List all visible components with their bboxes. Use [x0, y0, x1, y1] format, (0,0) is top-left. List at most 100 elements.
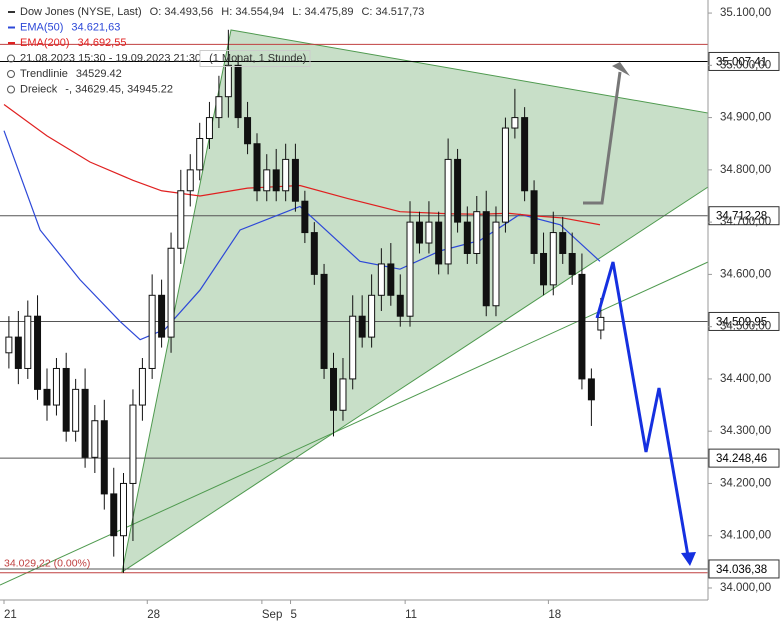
- candle-body: [349, 315, 357, 380]
- candle-body: [224, 64, 232, 98]
- legend-text: 34.692,55: [78, 37, 127, 49]
- candle-body: [138, 367, 146, 406]
- drawing-layer: [0, 29, 709, 586]
- level-label: 34.248,46: [716, 453, 767, 465]
- level-label: 35.007,41: [716, 56, 767, 68]
- candle-body: [339, 378, 347, 411]
- x-tick-label: 11: [405, 609, 417, 621]
- candle-body: [72, 388, 80, 432]
- legend-text: O: 34.493,56: [150, 6, 214, 18]
- legend-text: Dow Jones (NYSE, Last): [20, 6, 142, 18]
- y-tick-label: 34.400,00: [720, 373, 771, 385]
- level-tag: 34.712,28: [708, 206, 780, 226]
- candle-body: [215, 96, 223, 119]
- legend-text: 34.621,63: [71, 21, 120, 33]
- candle-body: [501, 127, 509, 223]
- level-box: [708, 51, 780, 71]
- level-label: 34.712,28: [716, 211, 767, 223]
- legend-icon: [7, 54, 15, 63]
- candle-body: [100, 420, 108, 495]
- ema-line: [3, 104, 601, 226]
- candle-body: [34, 315, 42, 390]
- candle-body: [263, 169, 271, 192]
- y-tick-label: 34.300,00: [720, 425, 771, 437]
- legend-text: Trendlinie: [20, 68, 68, 80]
- x-tick-label: 21: [4, 609, 17, 621]
- candle-body: [234, 64, 242, 119]
- up-arrow: [583, 71, 622, 205]
- candle-body: [454, 158, 462, 223]
- candle-body: [473, 211, 481, 254]
- candle-body: [62, 367, 70, 432]
- candle-body: [167, 247, 175, 338]
- candle-body: [272, 169, 280, 192]
- candle-body: [91, 420, 99, 458]
- levels: 35.007,41 34.712,28 34.509,95 34.248,46 34.0…: [0, 43, 780, 579]
- candle-body: [129, 404, 137, 484]
- candle-body: [358, 315, 366, 338]
- candle-body: [492, 221, 500, 307]
- projection: [583, 62, 696, 566]
- candle-body: [110, 493, 118, 537]
- candle-body: [301, 200, 309, 234]
- candle-body: [196, 138, 204, 171]
- candle-body: [377, 263, 385, 296]
- candle-body: [530, 190, 538, 254]
- x-tick-label: 18: [548, 609, 561, 621]
- level-tag: 34.248,46: [708, 448, 780, 468]
- candle-body: [177, 190, 185, 249]
- y-tick-label: 34.100,00: [720, 530, 771, 542]
- level-tag: 35.007,41: [708, 51, 780, 71]
- y-tick-label: 34.900,00: [720, 112, 771, 124]
- level-tag: 34.036,38: [708, 559, 780, 579]
- legend-text: 21.08.2023 15:30 - 19.09.2023 21:30: [20, 52, 201, 64]
- candle-body: [406, 221, 414, 317]
- candle-body: [148, 294, 156, 369]
- header: Dow Jones (NYSE, Last) O: 34.493,56 H: 34.…: [7, 6, 424, 95]
- candle-body: [387, 263, 395, 296]
- candle-body: [291, 158, 299, 202]
- y-tick-label: 34.800,00: [720, 164, 771, 176]
- candle-body: [282, 158, 290, 192]
- y-tick-label: 35.100,00: [720, 7, 771, 19]
- candle-body: [444, 158, 452, 265]
- plot: [3, 29, 605, 573]
- level-label: 34.036,38: [716, 564, 767, 576]
- level-box: [708, 448, 780, 468]
- candle-body: [310, 232, 318, 275]
- arrow-head: [612, 62, 630, 76]
- x-tick-label: 28: [147, 609, 160, 621]
- candle-body: [540, 252, 548, 286]
- candle-body: [43, 388, 51, 406]
- candle-body: [415, 221, 423, 244]
- level-box: [708, 311, 780, 331]
- level-label: 34.509,95: [716, 316, 767, 328]
- candle-body: [521, 117, 529, 192]
- legend-text: EMA(50): [20, 21, 63, 33]
- legend-text: Dreieck: [20, 83, 58, 95]
- legend-text: (1 Monat, 1 Stunde): [209, 52, 306, 64]
- candle-body: [482, 211, 490, 307]
- legend-text: C: 34.517,73: [361, 6, 424, 18]
- candle-body: [597, 316, 605, 331]
- down-arrow: [595, 261, 690, 557]
- candle-body: [559, 232, 567, 254]
- x-tick-label: 5: [291, 609, 297, 621]
- info-box: [199, 50, 311, 67]
- trendline: [0, 261, 709, 586]
- arrow-head: [681, 552, 696, 566]
- candle-body: [81, 388, 89, 458]
- candle-body: [425, 221, 433, 244]
- y-tick-label: 34.500,00: [720, 321, 771, 333]
- candle-body: [244, 117, 252, 145]
- candle-body: [119, 482, 127, 537]
- candle-body: [511, 117, 519, 129]
- candle-body: [330, 367, 338, 411]
- legend-text: L: 34.475,89: [292, 6, 353, 18]
- legend-text: 34529.42: [76, 68, 122, 80]
- legend-text: EMA(200): [20, 37, 70, 49]
- candle-body: [14, 336, 22, 369]
- y-tick-label: 34.000,00: [720, 582, 771, 594]
- level-tag: 34.509,95: [708, 311, 780, 331]
- candle-body: [587, 378, 595, 401]
